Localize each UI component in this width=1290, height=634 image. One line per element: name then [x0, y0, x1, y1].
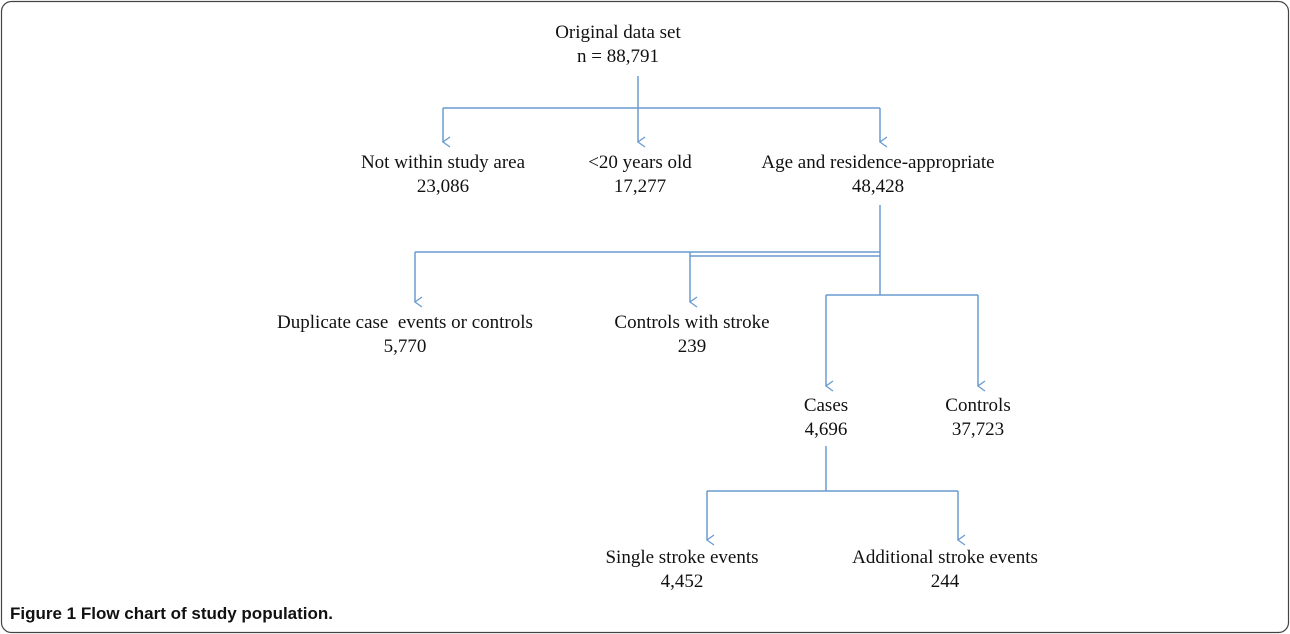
node-label: Original data set	[555, 22, 681, 43]
node-label: Single stroke events	[605, 547, 758, 568]
node-label: Controls with stroke	[614, 312, 769, 333]
node-count: n = 88,791	[577, 46, 659, 67]
node-label: Duplicate case events or controls	[277, 312, 533, 333]
node-label: Not within study area	[361, 152, 526, 173]
node-count: 37,723	[952, 419, 1004, 440]
node-label: Age and residence-appropriate	[761, 152, 994, 173]
node-count: 239	[678, 336, 707, 357]
node-label: <20 years old	[588, 152, 692, 173]
caption-text: Flow chart of study population.	[81, 604, 333, 623]
node-count: 244	[931, 571, 960, 592]
node-count: 4,452	[661, 571, 704, 592]
node-count: 48,428	[852, 176, 904, 197]
node-label: Cases	[804, 395, 848, 416]
node-count: 17,277	[614, 176, 666, 197]
node-label: Controls	[945, 395, 1010, 416]
node-count: 4,696	[805, 419, 848, 440]
caption-label: Figure 1	[10, 604, 76, 623]
node-count: 23,086	[417, 176, 469, 197]
nodes: Original data set n = 88,791 Not within st…	[277, 22, 1038, 592]
caption: Figure 1 Flow chart of study population.	[10, 604, 333, 623]
node-label: Additional stroke events	[852, 547, 1038, 568]
node-count: 5,770	[384, 336, 427, 357]
connectors	[413, 76, 986, 546]
